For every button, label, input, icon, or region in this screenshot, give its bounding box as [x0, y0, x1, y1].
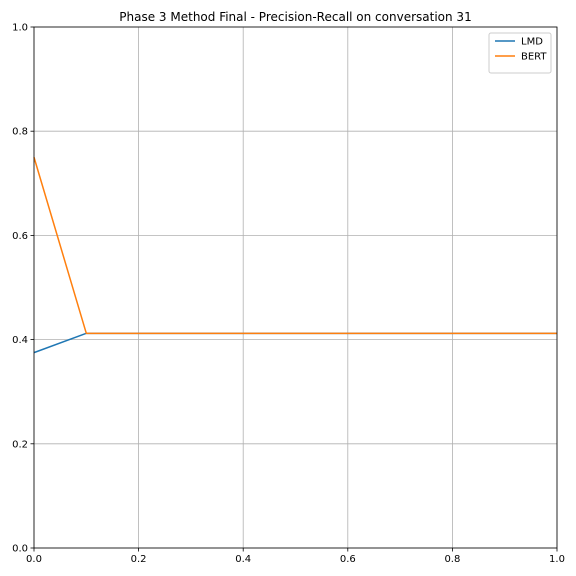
axis-ticks: 0.0 0.2 0.4 0.6 0.8 1.0 0.0 0.2 0.4 0.6 0.8 1.0 — [12, 23, 565, 566]
series-line-bert — [33, 157, 557, 335]
axes-frame — [33, 26, 558, 549]
series-lines — [33, 157, 557, 354]
x-tick-label: 0.6 — [340, 554, 356, 565]
x-tick-label: 0.8 — [444, 554, 460, 565]
chart-title: Phase 3 Method Final - Precision-Recall … — [119, 10, 471, 24]
x-tick-label: 0.2 — [131, 554, 147, 565]
y-tick-label: 0.0 — [12, 544, 28, 555]
y-tick-label: 0.4 — [12, 335, 28, 346]
legend-label-bert: BERT — [521, 52, 547, 63]
legend-label-lmd: LMD — [521, 37, 543, 48]
x-tick-label: 0.0 — [26, 554, 42, 565]
x-tick-label: 1.0 — [549, 554, 565, 565]
legend-box — [488, 32, 552, 74]
y-tick-label: 0.6 — [12, 231, 28, 242]
y-tick-label: 1.0 — [12, 23, 28, 34]
y-tick-label: 0.8 — [12, 127, 28, 138]
legend: LMD BERT — [488, 32, 552, 74]
x-tick-label: 0.4 — [235, 554, 251, 565]
y-tick-label: 0.2 — [12, 439, 28, 450]
